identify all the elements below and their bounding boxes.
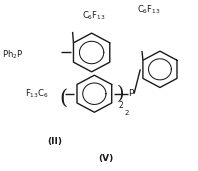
Text: C$_6$F$_{13}$: C$_6$F$_{13}$ (82, 10, 105, 22)
Text: (: ( (59, 89, 68, 108)
Text: (II): (II) (48, 137, 63, 146)
Text: F$_{13}$C$_6$: F$_{13}$C$_6$ (25, 88, 49, 100)
Text: P: P (128, 89, 133, 98)
Text: Ph$_2$P: Ph$_2$P (2, 49, 23, 61)
Text: 2: 2 (125, 110, 129, 116)
Text: 2: 2 (118, 101, 123, 110)
Text: C$_6$F$_{13}$: C$_6$F$_{13}$ (137, 4, 161, 16)
Text: (V): (V) (99, 154, 114, 163)
Text: ): ) (116, 85, 124, 103)
